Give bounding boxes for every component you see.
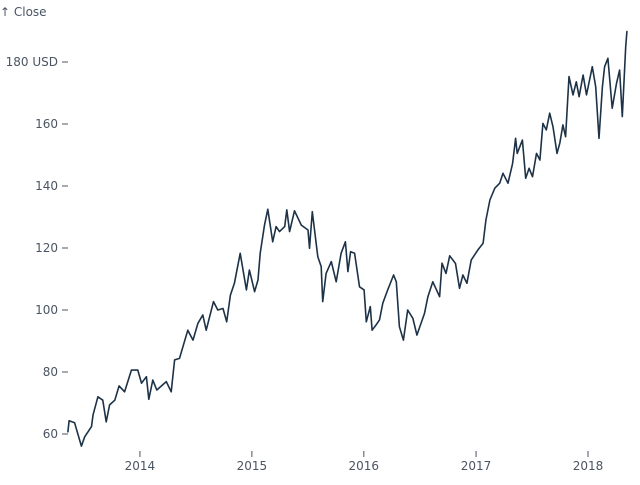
y-tick-label: 120 — [35, 241, 58, 255]
y-tick-label: 80 — [43, 365, 58, 379]
y-axis: 60 80 100 120 140 160 180 USD — [6, 55, 68, 441]
close-price-line — [67, 30, 628, 447]
y-tick-label: 100 — [35, 303, 58, 317]
y-tick-label: 160 — [35, 117, 58, 131]
y-axis-label: ↑ Close — [0, 5, 47, 19]
x-axis: 2014 2015 2016 2017 2018 — [125, 451, 604, 473]
y-tick-label: 140 — [35, 179, 58, 193]
x-tick-label: 2014 — [125, 459, 156, 473]
x-tick-label: 2015 — [237, 459, 268, 473]
x-tick-label: 2016 — [349, 459, 380, 473]
x-tick-label: 2018 — [573, 459, 604, 473]
y-tick-label: 60 — [43, 427, 58, 441]
y-tick-label: 180 USD — [6, 55, 58, 69]
x-tick-label: 2017 — [461, 459, 492, 473]
